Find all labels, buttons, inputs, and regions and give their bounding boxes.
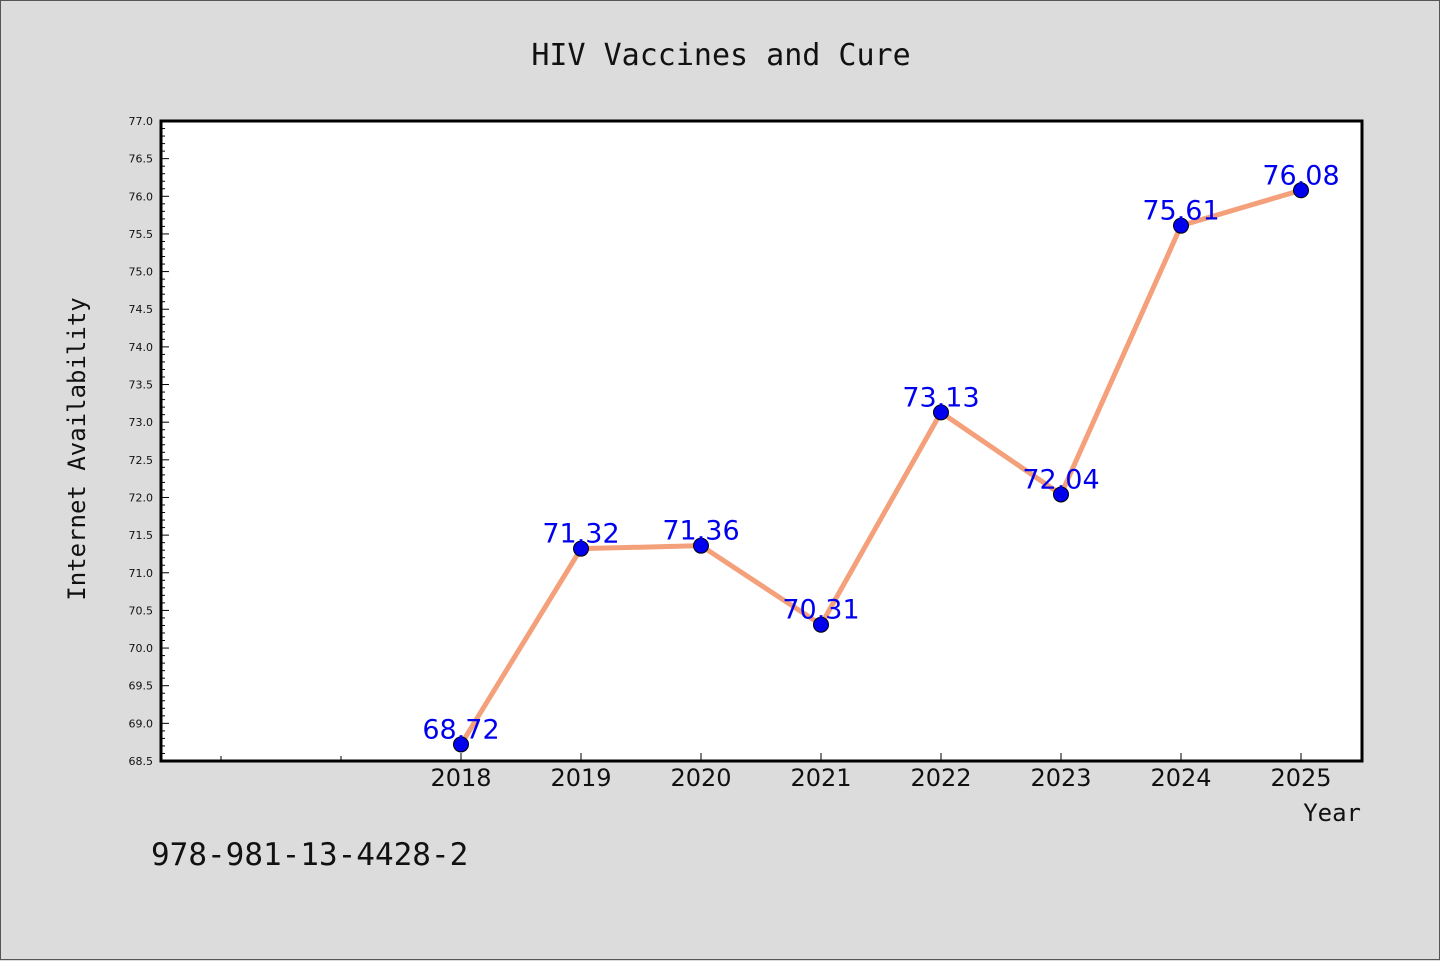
- data-label: 75.61: [1142, 196, 1219, 227]
- y-tick-label: 77.0: [129, 115, 154, 128]
- y-tick-label: 73.0: [129, 416, 154, 429]
- data-label: 73.13: [902, 382, 979, 413]
- data-point: [1053, 486, 1069, 503]
- data-label: 72.04: [1022, 464, 1099, 495]
- y-tick-label: 74.5: [129, 303, 154, 316]
- data-label: 70.31: [782, 595, 859, 626]
- x-tick-label: 2022: [910, 764, 971, 792]
- marker-layer: [453, 182, 1309, 753]
- y-tick-label: 71.5: [129, 529, 154, 542]
- series-layer: [458, 187, 1304, 747]
- y-axis-tick-labels: 68.5 69.0 69.5 70.0 70.5 71.0 71.5 72.0 72.5 73.0…: [129, 115, 154, 768]
- data-point: [1293, 182, 1309, 199]
- x-tick-label: 2025: [1270, 764, 1331, 792]
- y-tick-label: 75.0: [129, 266, 154, 279]
- x-axis-tick-labels: 2018 2019 2020 2021 2022 2023 2024 2025: [430, 764, 1331, 792]
- data-label: 68.72: [422, 714, 499, 745]
- x-tick-label: 2019: [550, 764, 611, 792]
- y-tick-label: 70.0: [129, 642, 154, 655]
- data-label-layer: 68.72 71.32 71.36 70.31 73.13 72.04 75.61 76.08: [422, 160, 1339, 745]
- y-tick-label: 68.5: [129, 755, 154, 768]
- data-point: [813, 616, 829, 633]
- y-tick-label: 76.0: [129, 190, 154, 203]
- y-tick-label: 71.0: [129, 567, 154, 580]
- data-point: [933, 404, 949, 421]
- data-label: 71.36: [662, 516, 739, 547]
- y-tick-label: 73.5: [129, 379, 154, 392]
- series-line: [458, 187, 1304, 747]
- plot-frame: [159, 119, 1364, 763]
- y-axis-label: Internet Availability: [63, 297, 91, 600]
- data-point: [453, 736, 469, 753]
- data-point: [1173, 217, 1189, 234]
- plot-area: [161, 121, 1362, 761]
- y-tick-label: 69.5: [129, 680, 154, 693]
- x-tick-label: 2023: [1030, 764, 1091, 792]
- y-tick-label: 75.5: [129, 228, 154, 241]
- data-point: [573, 540, 589, 557]
- y-tick-label: 72.0: [129, 491, 154, 504]
- y-tick-label: 72.5: [129, 454, 154, 467]
- isbn-identifier: 978-981-13-4428-2: [151, 837, 468, 873]
- x-tick-label: 2024: [1150, 764, 1211, 792]
- x-tick-label: 2020: [670, 764, 731, 792]
- chart-title: HIV Vaccines and Cure: [531, 38, 910, 73]
- x-axis-label: Year: [1303, 799, 1361, 827]
- data-label: 76.08: [1262, 160, 1339, 191]
- y-tick-label: 74.0: [129, 341, 154, 354]
- x-tick-label: 2018: [430, 764, 491, 792]
- y-tick-label: 76.5: [129, 153, 154, 166]
- y-tick-label: 69.0: [129, 717, 154, 730]
- y-tick-label: 70.5: [129, 604, 154, 617]
- data-label: 71.32: [542, 519, 619, 550]
- data-point: [693, 537, 709, 554]
- x-tick-label: 2021: [790, 764, 851, 792]
